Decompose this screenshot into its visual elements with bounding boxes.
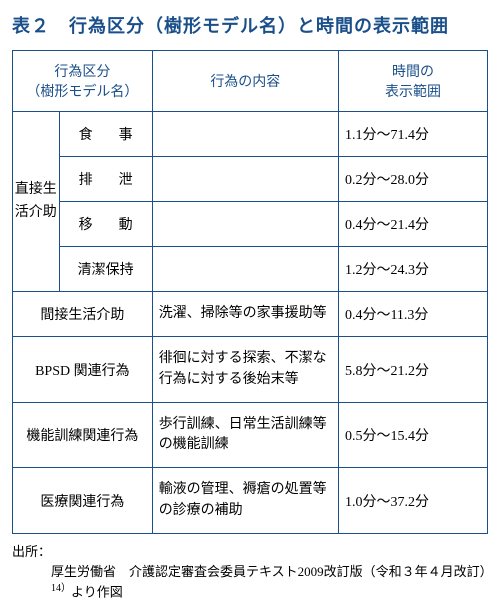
subrow-content	[152, 112, 338, 157]
row-content: 輸液の管理、褥瘡の処置等の診療の補助	[152, 468, 338, 534]
data-table: 行為区分 （樹形モデル名） 行為の内容 時間の 表示範囲 直接生 活介助 食 事…	[12, 50, 488, 534]
header-col3: 時間の 表示範囲	[338, 51, 487, 112]
subrow-content	[152, 247, 338, 292]
subrow-range: 0.2分～28.0分	[338, 157, 487, 202]
row-range: 5.8分～21.2分	[338, 337, 487, 403]
row-range: 0.4分～11.3分	[338, 292, 487, 337]
row-label: 機能訓練関連行為	[13, 402, 153, 468]
row-label: BPSD 関連行為	[13, 337, 153, 403]
table-row: 機能訓練関連行為 歩行訓練、日常生活訓練等の機能訓練 0.5分～15.4分	[13, 402, 488, 468]
header-col2: 行為の内容	[152, 51, 338, 112]
table-row: 移 動 0.4分～21.4分	[13, 202, 488, 247]
table-row: 清潔保持 1.2分～24.3分	[13, 247, 488, 292]
subrow-content	[152, 157, 338, 202]
header-col3-l2: 表示範囲	[385, 85, 441, 100]
header-col1-l2: （樹形モデル名）	[26, 85, 138, 100]
row-content: 徘徊に対する探索、不潔な行為に対する後始末等	[152, 337, 338, 403]
table-row: 排 泄 0.2分～28.0分	[13, 157, 488, 202]
row-label: 間接生活介助	[13, 292, 153, 337]
subrow-range: 1.1分～71.4分	[338, 112, 487, 157]
subrow-content	[152, 202, 338, 247]
subrow-label: 食 事	[59, 112, 152, 157]
row-range: 1.0分～37.2分	[338, 468, 487, 534]
group-label-direct: 直接生 活介助	[13, 112, 60, 292]
table-row: 直接生 活介助 食 事 1.1分～71.4分	[13, 112, 488, 157]
source-note: 出所：厚生労働省 介護認定審査会委員テキスト2009改訂版（令和３年４月改訂）1…	[12, 542, 488, 602]
row-content: 洗濯、掃除等の家事援助等	[152, 292, 338, 337]
header-col1-l1: 行為区分	[54, 65, 110, 80]
header-col1: 行為区分 （樹形モデル名）	[13, 51, 153, 112]
source-tail: より作図	[71, 584, 123, 599]
header-col3-l1: 時間の	[392, 65, 434, 80]
table-row: 間接生活介助 洗濯、掃除等の家事援助等 0.4分～11.3分	[13, 292, 488, 337]
row-content: 歩行訓練、日常生活訓練等の機能訓練	[152, 402, 338, 468]
subrow-label: 清潔保持	[59, 247, 152, 292]
subrow-range: 1.2分～24.3分	[338, 247, 487, 292]
subrow-range: 0.4分～21.4分	[338, 202, 487, 247]
row-label: 医療関連行為	[13, 468, 153, 534]
subrow-label: 移 動	[59, 202, 152, 247]
source-body: 厚生労働省 介護認定審査会委員テキスト2009改訂版（令和３年４月改訂）	[51, 564, 493, 579]
table-row: BPSD 関連行為 徘徊に対する探索、不潔な行為に対する後始末等 5.8分～21…	[13, 337, 488, 403]
group-label-l1: 直接生	[15, 182, 57, 197]
header-row: 行為区分 （樹形モデル名） 行為の内容 時間の 表示範囲	[13, 51, 488, 112]
subrow-label: 排 泄	[59, 157, 152, 202]
row-range: 0.5分～15.4分	[338, 402, 487, 468]
source-prefix: 出所：	[12, 544, 51, 559]
table-title: 表２ 行為区分（樹形モデル名）と時間の表示範囲	[12, 12, 488, 38]
source-sup: 14）	[51, 583, 71, 594]
group-label-l2: 活介助	[15, 205, 57, 220]
table-row: 医療関連行為 輸液の管理、褥瘡の処置等の診療の補助 1.0分～37.2分	[13, 468, 488, 534]
